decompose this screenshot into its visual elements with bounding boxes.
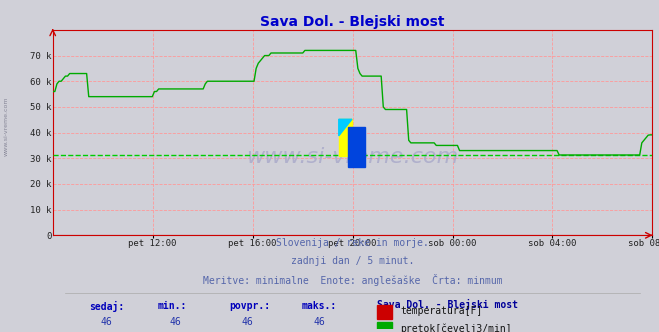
Text: www.si-vreme.com: www.si-vreme.com <box>246 147 459 167</box>
Text: 46: 46 <box>314 316 326 327</box>
Text: zadnji dan / 5 minut.: zadnji dan / 5 minut. <box>291 256 415 266</box>
Text: maks.:: maks.: <box>302 301 337 311</box>
Bar <box>339 119 352 156</box>
Text: Slovenija / reke in morje.: Slovenija / reke in morje. <box>276 238 429 248</box>
Text: min.:: min.: <box>158 301 187 311</box>
Bar <box>376 322 391 332</box>
Text: 46: 46 <box>101 316 113 327</box>
Text: Sava Dol. - Blejski most: Sava Dol. - Blejski most <box>376 299 517 310</box>
Polygon shape <box>339 119 352 136</box>
Text: temperatura[F]: temperatura[F] <box>401 306 483 316</box>
Text: Meritve: minimalne  Enote: anglešaške  Črta: minmum: Meritve: minimalne Enote: anglešaške Črt… <box>203 274 502 286</box>
Text: www.si-vreme.com: www.si-vreme.com <box>3 96 9 156</box>
Text: sedaj:: sedaj: <box>89 301 124 312</box>
Text: 46: 46 <box>170 316 181 327</box>
Text: 46: 46 <box>242 316 254 327</box>
Bar <box>348 126 365 167</box>
Text: povpr.:: povpr.: <box>229 301 271 311</box>
Title: Sava Dol. - Blejski most: Sava Dol. - Blejski most <box>260 15 445 29</box>
Text: pretok[čevelj3/min]: pretok[čevelj3/min] <box>401 324 512 332</box>
Bar <box>376 305 391 319</box>
